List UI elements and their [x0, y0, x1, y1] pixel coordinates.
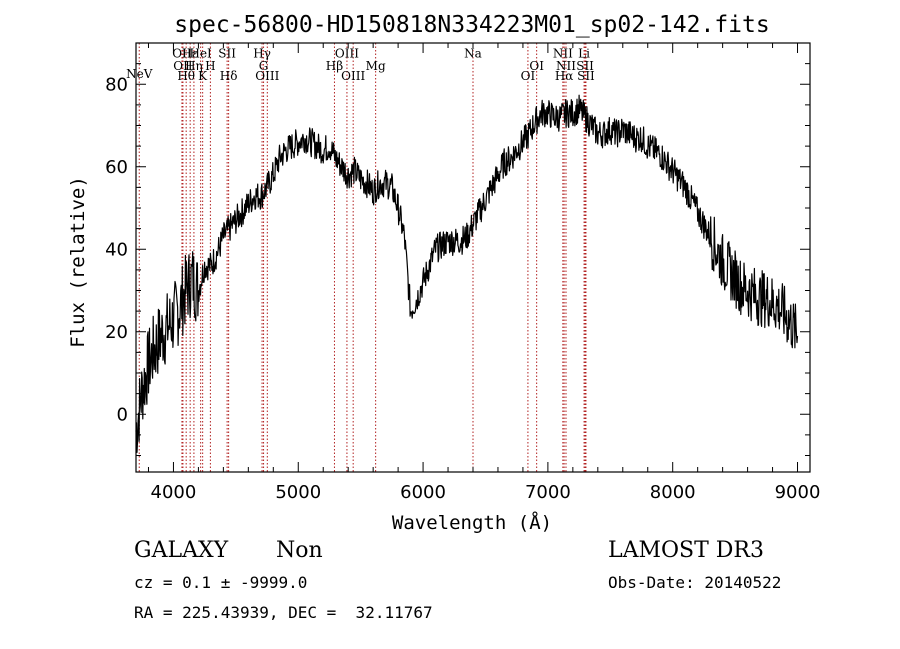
spectral-line-label: Hε — [182, 46, 199, 60]
y-tick-label: 60 — [105, 157, 128, 178]
spectral-line-label: Li — [578, 46, 590, 60]
y-axis: 0 20 40 60 80 — [105, 63, 810, 456]
spectral-line-label: OIII — [255, 69, 279, 83]
spectral-line-label: H — [205, 59, 215, 73]
spectral-line-label: SII — [218, 46, 236, 60]
x-tick-label: 9000 — [775, 482, 821, 503]
spectral-line-label: Mg — [366, 59, 386, 73]
spectral-line-label: Hα — [555, 69, 574, 83]
survey-name: LAMOST DR3 — [608, 538, 764, 563]
spectral-line-label: SII — [577, 69, 595, 83]
y-axis-label: Flux (relative) — [67, 176, 89, 348]
spectral-line-label: Hθ — [177, 69, 195, 83]
chart-title: spec-56800-HD150818N334223M01_sp02-142.f… — [174, 12, 769, 38]
observation-date: Obs-Date: 20140522 — [608, 573, 782, 592]
spectral-line-label: NII — [553, 46, 573, 60]
object-subclass: Non — [276, 538, 323, 563]
spectral-line-label: HeI — [189, 46, 212, 60]
spectral-line-label: Na — [464, 46, 482, 60]
x-tick-label: 4000 — [151, 482, 197, 503]
spectral-line-label: OII — [173, 59, 193, 73]
spectral-line-markers — [138, 43, 587, 472]
x-tick-label: 8000 — [650, 482, 696, 503]
y-tick-label: 40 — [105, 239, 128, 260]
redshift-cz: cz = 0.1 ± -9999.0 — [134, 573, 308, 592]
spectral-line-labels: NeVOIIOIIHθHεHηHeIKHSIIHδHγGOIIIOIIIHβOI… — [126, 46, 595, 83]
spectral-line-label: K — [198, 69, 208, 83]
spectral-line-label: OIII — [341, 69, 365, 83]
x-tick-label: 6000 — [400, 482, 446, 503]
spectral-line-label: OI — [521, 69, 536, 83]
y-tick-label: 80 — [105, 74, 128, 95]
x-axis-label: Wavelength (Å) — [392, 511, 552, 534]
spectral-line-label: Hβ — [326, 59, 343, 73]
spectral-line-label: Hδ — [220, 69, 238, 83]
ra-dec: RA = 225.43939, DEC = 32.11767 — [134, 603, 433, 622]
spectral-line-label: SII — [576, 59, 594, 73]
x-tick-label: 7000 — [525, 482, 571, 503]
spectral-line-label: OIII — [335, 46, 359, 60]
spectral-line-label: OII — [172, 46, 192, 60]
spectral-line-label: G — [259, 59, 269, 73]
y-tick-label: 0 — [117, 404, 128, 425]
spectrum-series-line — [135, 94, 799, 453]
spectral-line-label: NeV — [126, 67, 153, 81]
spectral-line-label: Hη — [185, 59, 203, 73]
spectral-line-label: OI — [529, 59, 544, 73]
object-class: GALAXY — [134, 538, 229, 563]
x-axis: 4000 5000 6000 7000 8000 9000 — [147, 43, 821, 503]
x-tick-label: 5000 — [275, 482, 321, 503]
spectral-line-label: Hγ — [253, 46, 271, 60]
y-tick-label: 20 — [105, 322, 128, 343]
spectral-line-label: NII — [556, 59, 576, 73]
